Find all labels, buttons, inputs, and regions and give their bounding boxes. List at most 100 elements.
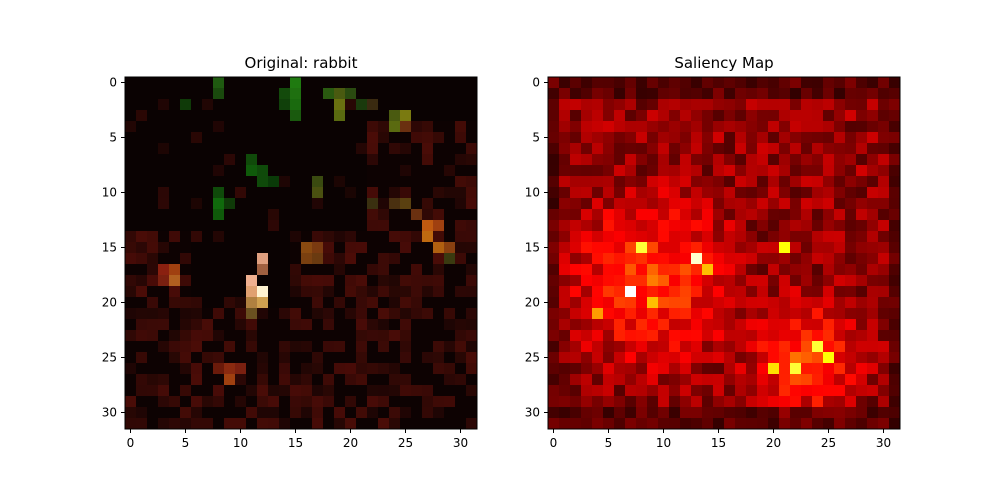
saliency-cell <box>768 132 780 144</box>
saliency-cell <box>713 187 725 199</box>
saliency-cell <box>636 143 648 155</box>
original-pixel <box>334 143 346 155</box>
saliency-cell <box>834 253 846 265</box>
original-pixel <box>444 319 456 331</box>
saliency-cell <box>625 363 637 375</box>
saliency-cell <box>636 198 648 210</box>
saliency-cell <box>878 209 890 221</box>
original-pixel <box>378 143 390 155</box>
original-pixel <box>433 77 445 89</box>
original-pixel <box>246 121 258 133</box>
saliency-cell <box>603 110 615 122</box>
saliency-cell <box>680 77 692 89</box>
saliency-cell <box>680 121 692 133</box>
original-pixel <box>400 198 412 210</box>
saliency-cell <box>812 88 824 100</box>
saliency-cell <box>768 209 780 221</box>
original-pixel <box>389 209 401 221</box>
saliency-cell <box>658 385 670 397</box>
original-pixel <box>158 308 170 320</box>
original-pixel <box>235 154 247 166</box>
saliency-cell <box>768 341 780 353</box>
saliency-cell <box>823 297 835 309</box>
original-pixel <box>356 341 368 353</box>
saliency-cell <box>570 253 582 265</box>
saliency-cell <box>658 308 670 320</box>
original-pixel <box>257 209 269 221</box>
saliency-cell <box>680 352 692 364</box>
original-pixel <box>411 253 423 265</box>
original-pixel <box>246 154 258 166</box>
saliency-cell <box>889 99 901 111</box>
saliency-cell <box>768 143 780 155</box>
original-pixel <box>400 220 412 232</box>
original-pixel <box>213 198 225 210</box>
original-pixel <box>312 385 324 397</box>
saliency-cell <box>581 88 593 100</box>
saliency-cell <box>680 341 692 353</box>
original-pixel <box>301 253 313 265</box>
original-y-tick-label: 30 <box>102 406 117 420</box>
saliency-cell <box>801 88 813 100</box>
original-pixel <box>334 132 346 144</box>
saliency-cell <box>702 220 714 232</box>
original-pixel <box>158 286 170 298</box>
original-pixel <box>334 418 346 430</box>
original-pixel <box>213 132 225 144</box>
original-pixel <box>323 209 335 221</box>
original-pixel <box>279 253 291 265</box>
saliency-cell <box>867 231 879 243</box>
saliency-cell <box>581 330 593 342</box>
saliency-cell <box>845 407 857 419</box>
original-pixel <box>246 88 258 100</box>
saliency-cell <box>581 99 593 111</box>
original-pixel <box>202 418 214 430</box>
original-pixel <box>444 209 456 221</box>
original-pixel <box>202 242 214 254</box>
saliency-cell <box>823 407 835 419</box>
saliency-cell <box>592 396 604 408</box>
original-pixel <box>224 341 236 353</box>
saliency-cell <box>834 198 846 210</box>
saliency-cell <box>603 264 615 276</box>
original-pixel <box>224 275 236 287</box>
saliency-cell <box>559 143 571 155</box>
saliency-cell <box>570 154 582 166</box>
original-pixel <box>433 187 445 199</box>
saliency-cell <box>768 187 780 199</box>
saliency-cell <box>856 187 868 199</box>
original-pixel <box>378 418 390 430</box>
original-pixel <box>323 99 335 111</box>
original-pixel <box>301 77 313 89</box>
original-pixel <box>466 396 478 408</box>
original-pixel <box>389 154 401 166</box>
original-pixel <box>455 286 467 298</box>
saliency-cell <box>713 363 725 375</box>
original-pixel <box>279 341 291 353</box>
saliency-cell <box>592 330 604 342</box>
original-pixel <box>466 88 478 100</box>
original-pixel <box>136 385 148 397</box>
original-pixel <box>455 198 467 210</box>
original-pixel <box>334 330 346 342</box>
original-pixel <box>224 99 236 111</box>
original-pixel <box>246 77 258 89</box>
saliency-cell <box>614 99 626 111</box>
saliency-cell <box>812 352 824 364</box>
saliency-cell <box>636 264 648 276</box>
original-pixel <box>455 77 467 89</box>
original-pixel <box>433 165 445 177</box>
saliency-cell <box>636 121 648 133</box>
saliency-cell <box>878 374 890 386</box>
original-pixel <box>455 418 467 430</box>
saliency-cell <box>702 385 714 397</box>
saliency-cell <box>724 88 736 100</box>
original-pixel <box>378 88 390 100</box>
original-pixel <box>169 418 181 430</box>
saliency-cell <box>702 363 714 375</box>
original-pixel <box>378 154 390 166</box>
original-pixel <box>268 77 280 89</box>
original-pixel <box>400 242 412 254</box>
saliency-cell <box>812 297 824 309</box>
